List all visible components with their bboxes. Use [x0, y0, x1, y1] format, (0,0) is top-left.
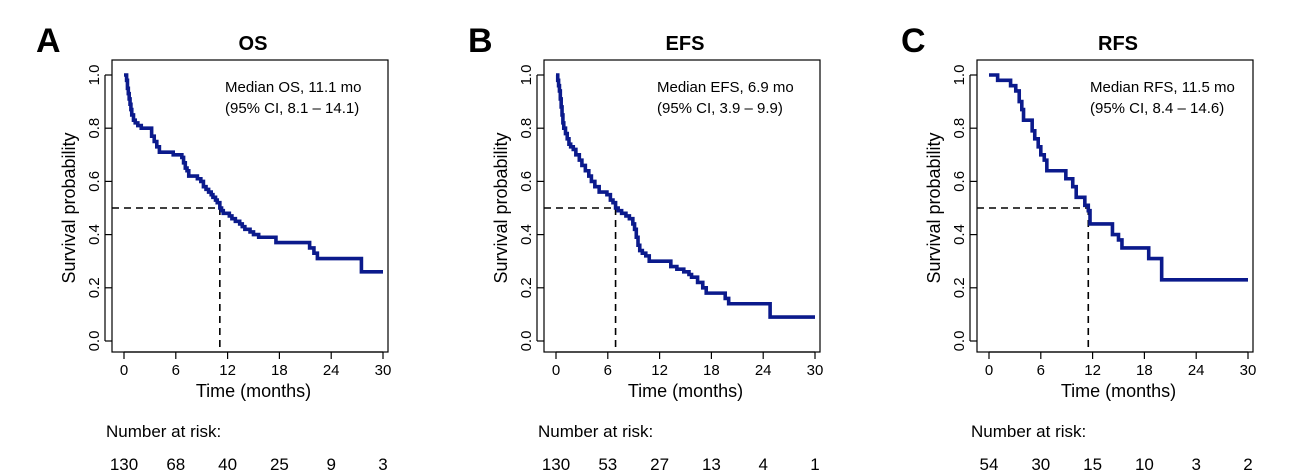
risk-count: 53: [598, 455, 617, 474]
y-axis-label: Survival probability: [924, 132, 944, 283]
risk-table-title: Number at risk:: [971, 422, 1086, 441]
y-tick-label: 0.4: [86, 224, 103, 245]
x-tick-label: 6: [604, 362, 612, 379]
risk-count: 68: [166, 455, 185, 474]
risk-count: 10: [1135, 455, 1154, 474]
risk-count: 54: [980, 455, 999, 474]
y-tick-label: 0.0: [951, 331, 968, 352]
median-annotation: Median EFS, 6.9 mo: [657, 79, 794, 96]
x-tick-label: 12: [651, 362, 668, 379]
risk-count: 15: [1083, 455, 1102, 474]
x-tick-label: 18: [1136, 362, 1153, 379]
y-tick-label: 1.0: [86, 65, 103, 86]
y-tick-label: 0.6: [86, 171, 103, 192]
risk-count: 30: [1031, 455, 1050, 474]
risk-count: 27: [650, 455, 669, 474]
y-tick-label: 0.2: [951, 277, 968, 298]
y-tick-label: 0.0: [518, 331, 535, 352]
panel-b: B EFS 0.0 0.2 0.4 0.6 0.8 1.0 Survival probabili…: [468, 22, 823, 474]
x-tick-label: 18: [703, 362, 720, 379]
panel-a: A OS 0.0 0.2 0.4 0.6 0.8 1.0 Survival probabilit…: [36, 22, 391, 474]
y-axis-label: Survival probability: [59, 132, 79, 283]
x-tick-label: 30: [1240, 362, 1257, 379]
panel-c: C RFS 0.0 0.2 0.4 0.6 0.8 1.0 Survival probabili…: [901, 22, 1256, 474]
y-tick-label: 0.8: [518, 118, 535, 139]
risk-count: 1: [810, 455, 819, 474]
x-tick-label: 6: [172, 362, 180, 379]
x-tick-label: 24: [323, 362, 340, 379]
x-tick-label: 0: [985, 362, 993, 379]
y-axis-label: Survival probability: [491, 132, 511, 283]
median-annotation: (95% CI, 3.9 – 9.9): [657, 100, 783, 117]
survival-curve: [555, 73, 815, 319]
risk-count: 40: [218, 455, 237, 474]
panel-letter: B: [468, 22, 493, 60]
y-tick-label: 0.8: [951, 118, 968, 139]
y-tick-label: 0.2: [86, 277, 103, 298]
survival-curve: [124, 73, 383, 274]
y-tick-label: 0.2: [518, 277, 535, 298]
y-tick-label: 0.4: [518, 224, 535, 245]
median-annotation: Median RFS, 11.5 mo: [1090, 79, 1235, 96]
median-annotation: (95% CI, 8.4 – 14.6): [1090, 100, 1224, 117]
x-tick-label: 18: [271, 362, 288, 379]
x-tick-label: 12: [219, 362, 236, 379]
x-axis-label: Time (months): [628, 381, 743, 401]
risk-count: 130: [542, 455, 570, 474]
x-tick-label: 6: [1037, 362, 1045, 379]
x-tick-label: 24: [1188, 362, 1205, 379]
risk-count: 3: [378, 455, 387, 474]
y-tick-label: 0.6: [518, 171, 535, 192]
x-tick-label: 0: [120, 362, 128, 379]
risk-count: 13: [702, 455, 721, 474]
risk-table-title: Number at risk:: [106, 422, 221, 441]
x-tick-label: 30: [375, 362, 392, 379]
risk-count: 4: [758, 455, 767, 474]
risk-table-title: Number at risk:: [538, 422, 653, 441]
risk-count: 3: [1191, 455, 1200, 474]
panel-title: RFS: [1098, 33, 1138, 55]
risk-count: 2: [1243, 455, 1252, 474]
y-tick-label: 0.4: [951, 224, 968, 245]
y-tick-label: 1.0: [518, 65, 535, 86]
median-annotation: Median OS, 11.1 mo: [225, 79, 361, 96]
x-axis-label: Time (months): [1061, 381, 1176, 401]
x-tick-label: 0: [552, 362, 560, 379]
median-annotation: (95% CI, 8.1 – 14.1): [225, 100, 359, 117]
x-axis-label: Time (months): [196, 381, 311, 401]
y-tick-label: 1.0: [951, 65, 968, 86]
panel-letter: A: [36, 22, 61, 60]
survival-curve: [989, 73, 1248, 282]
risk-count: 25: [270, 455, 289, 474]
y-tick-label: 0.0: [86, 331, 103, 352]
y-tick-label: 0.8: [86, 118, 103, 139]
y-tick-label: 0.6: [951, 171, 968, 192]
panel-title: EFS: [666, 33, 705, 55]
panel-letter: C: [901, 22, 926, 60]
risk-count: 130: [110, 455, 138, 474]
x-tick-label: 12: [1084, 362, 1101, 379]
x-tick-label: 24: [755, 362, 772, 379]
x-tick-label: 30: [807, 362, 824, 379]
panel-title: OS: [239, 33, 268, 55]
risk-count: 9: [326, 455, 335, 474]
